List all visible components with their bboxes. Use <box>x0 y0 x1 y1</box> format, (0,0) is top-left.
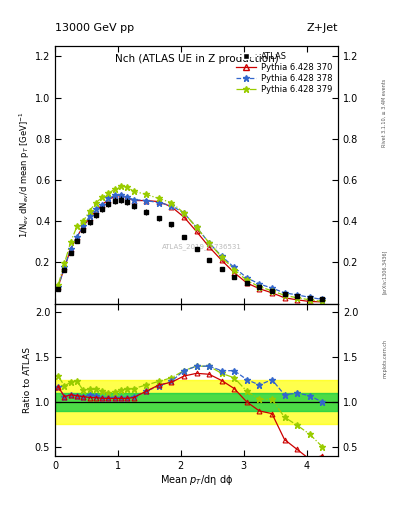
Y-axis label: Ratio to ATLAS: Ratio to ATLAS <box>23 347 32 413</box>
Text: Rivet 3.1.10, ≥ 3.4M events: Rivet 3.1.10, ≥ 3.4M events <box>382 78 387 147</box>
Text: Z+Jet: Z+Jet <box>307 23 338 33</box>
Text: mcplots.cern.ch: mcplots.cern.ch <box>382 339 387 378</box>
Text: 13000 GeV pp: 13000 GeV pp <box>55 23 134 33</box>
Legend: ATLAS, Pythia 6.428 370, Pythia 6.428 378, Pythia 6.428 379: ATLAS, Pythia 6.428 370, Pythia 6.428 37… <box>234 50 334 96</box>
X-axis label: Mean $p_{T}$/dη dϕ: Mean $p_{T}$/dη dϕ <box>160 473 233 487</box>
Text: Nch (ATLAS UE in Z production): Nch (ATLAS UE in Z production) <box>115 54 278 64</box>
Y-axis label: 1/N$_{ev}$ dN$_{ev}$/d mean p$_{T}$ [GeV]$^{-1}$: 1/N$_{ev}$ dN$_{ev}$/d mean p$_{T}$ [GeV… <box>18 112 32 238</box>
Text: ATLAS_2019_I1736531: ATLAS_2019_I1736531 <box>162 244 242 250</box>
Text: [arXiv:1306.3436]: [arXiv:1306.3436] <box>382 249 387 293</box>
